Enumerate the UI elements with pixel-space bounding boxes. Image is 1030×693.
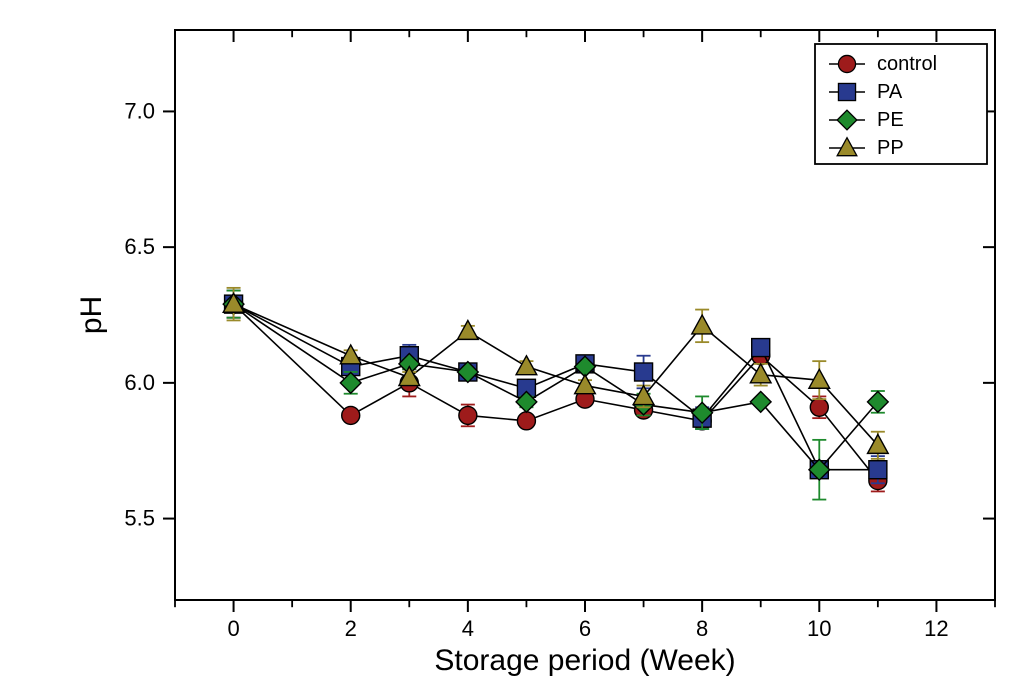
x-tick-label: 4: [462, 616, 474, 641]
y-tick-label: 6.0: [124, 370, 155, 395]
series-control: [225, 291, 887, 492]
x-tick-label: 12: [924, 616, 948, 641]
marker-circle: [838, 55, 855, 72]
marker-triangle: [750, 364, 771, 383]
marker-triangle: [516, 356, 537, 375]
marker-triangle: [458, 320, 479, 339]
x-tick-label: 0: [227, 616, 239, 641]
marker-square: [635, 363, 653, 381]
x-tick-label: 2: [345, 616, 357, 641]
legend-label: PP: [877, 137, 904, 159]
marker-triangle: [575, 375, 596, 394]
series-line: [234, 304, 878, 470]
series-PA: [225, 291, 887, 484]
series-line: [234, 304, 878, 480]
y-tick-label: 7.0: [124, 98, 155, 123]
legend-label: PA: [877, 81, 903, 103]
series-line: [234, 304, 878, 470]
x-tick-label: 8: [696, 616, 708, 641]
marker-triangle: [692, 315, 713, 334]
legend: control PA PE PP: [815, 44, 987, 164]
legend-label: PE: [877, 109, 904, 131]
legend-label: control: [877, 53, 937, 75]
y-tick-label: 6.5: [124, 234, 155, 259]
y-axis-title: pH: [75, 296, 108, 334]
marker-circle: [810, 398, 828, 416]
marker-triangle: [399, 367, 420, 386]
marker-circle: [517, 412, 535, 430]
x-axis-title: Storage period (Week): [434, 644, 735, 677]
marker-square: [752, 339, 770, 357]
marker-square: [869, 461, 887, 479]
marker-triangle: [340, 345, 361, 364]
marker-circle: [459, 406, 477, 424]
chart-container: 0 2 4 6 8 10 12 5.5 6.0 6.5 7.0 Storage period (Wee…: [0, 0, 1030, 693]
x-tick-label: 10: [807, 616, 831, 641]
marker-circle: [342, 406, 360, 424]
x-tick-label: 6: [579, 616, 591, 641]
marker-square: [838, 83, 855, 100]
ph-chart: 0 2 4 6 8 10 12 5.5 6.0 6.5 7.0 Storage period (Wee…: [0, 0, 1030, 693]
series-PE: [223, 291, 888, 500]
y-tick-label: 5.5: [124, 506, 155, 531]
